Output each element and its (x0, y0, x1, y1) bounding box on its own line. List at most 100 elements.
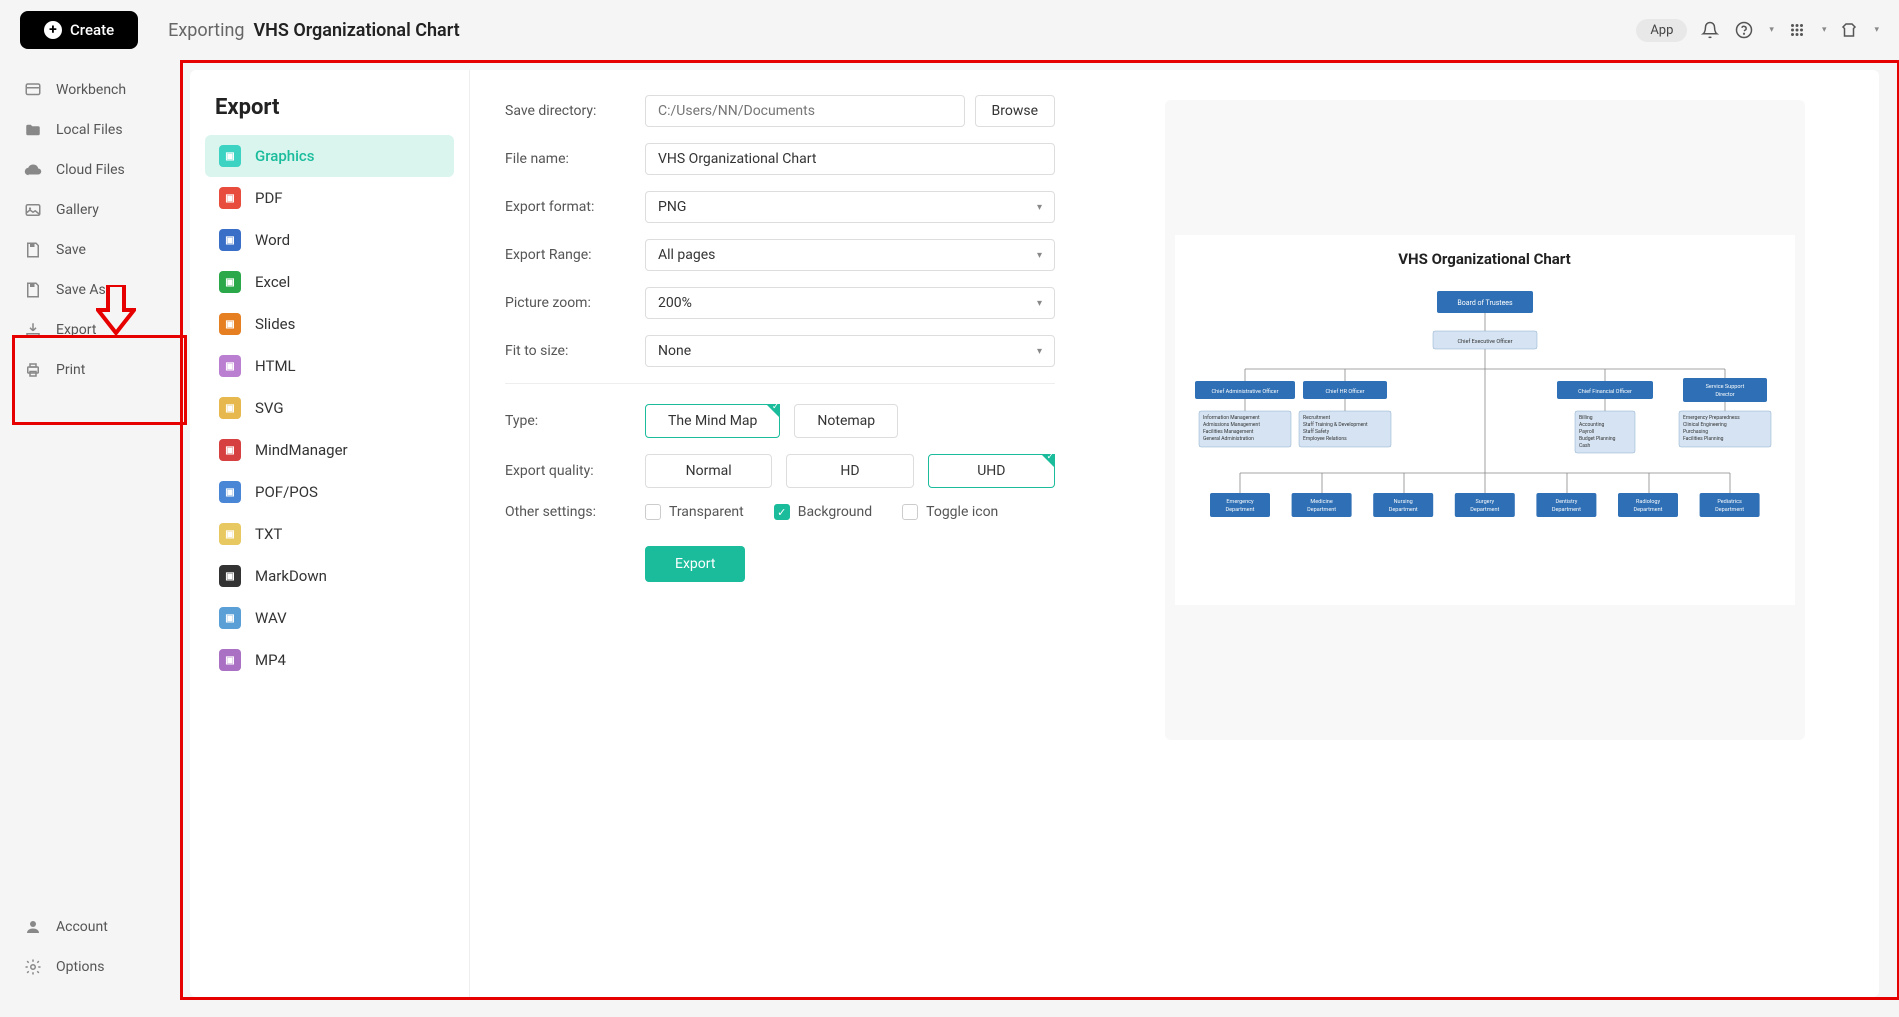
svg-text:Payroll: Payroll (1579, 429, 1594, 435)
divider (505, 383, 1055, 384)
help-icon[interactable] (1735, 20, 1755, 40)
checkbox-background[interactable]: ✓Background (774, 504, 872, 520)
sidebar-item-export[interactable]: Export (0, 310, 180, 350)
format-label: PDF (255, 189, 283, 207)
svg-text:Pediatrics: Pediatrics (1717, 499, 1742, 505)
sidebar-item-cloud-files[interactable]: Cloud Files (0, 150, 180, 190)
format-label: MindManager (255, 441, 348, 459)
checkbox-label: Background (798, 504, 872, 520)
export-format-item-html[interactable]: ▣HTML (205, 345, 454, 387)
svg-text:Department: Department (1470, 507, 1499, 513)
shirt-icon[interactable] (1840, 20, 1860, 40)
sidebar-item-options[interactable]: Options (0, 947, 180, 987)
svg-text:Director: Director (1715, 392, 1734, 398)
bell-icon[interactable] (1701, 20, 1721, 40)
apps-icon[interactable] (1788, 20, 1808, 40)
export-format-item-pdf[interactable]: ▣PDF (205, 177, 454, 219)
format-icon: ▣ (219, 145, 241, 167)
export-format-item-markdown[interactable]: ▣MarkDown (205, 555, 454, 597)
export-format-item-excel[interactable]: ▣Excel (205, 261, 454, 303)
export-format-item-pof-pos[interactable]: ▣POF/POS (205, 471, 454, 513)
save-directory-input[interactable] (645, 95, 965, 127)
fit-to-size-select[interactable]: None▾ (645, 335, 1055, 367)
sidebar-label: Account (56, 919, 108, 935)
sidebar-label: Print (56, 362, 85, 378)
sidebar-item-print[interactable]: Print (0, 350, 180, 390)
svg-text:Accounting: Accounting (1579, 422, 1604, 428)
type-option-the-mind-map[interactable]: The Mind Map (645, 404, 780, 438)
app-pill[interactable]: App (1636, 19, 1687, 42)
format-label: Word (255, 231, 290, 249)
format-label: MP4 (255, 651, 286, 669)
sidebar-icon (24, 200, 44, 220)
chevron-down-icon: ▾ (1037, 298, 1042, 309)
sidebar-label: Cloud Files (56, 162, 125, 178)
export-format-item-mp4[interactable]: ▣MP4 (205, 639, 454, 681)
format-label: Slides (255, 315, 295, 333)
export-format-item-mindmanager[interactable]: ▣ MindManager (205, 429, 454, 471)
svg-text:Dentistry: Dentistry (1555, 499, 1577, 505)
sidebar-icon (24, 240, 44, 260)
format-icon: ▣ (219, 481, 241, 503)
export-button[interactable]: Export (645, 546, 745, 582)
svg-text:Nursing: Nursing (1393, 499, 1412, 505)
svg-text:Cash: Cash (1579, 443, 1591, 449)
sidebar-item-local-files[interactable]: Local Files (0, 110, 180, 150)
svg-text:Clinical Engineering: Clinical Engineering (1683, 422, 1727, 428)
export-format-item-slides[interactable]: ▣Slides (205, 303, 454, 345)
export-format-item-graphics[interactable]: ▣Graphics (205, 135, 454, 177)
svg-text:Board of Trustees: Board of Trustees (1457, 299, 1513, 307)
chevron-down-icon: ▾ (1037, 202, 1042, 213)
checkbox-label: Transparent (669, 504, 744, 520)
save-directory-label: Save directory: (505, 103, 645, 119)
left-sidebar: WorkbenchLocal FilesCloud FilesGallerySa… (0, 60, 180, 1017)
chevron-down-icon: ▾ (1037, 250, 1042, 261)
chevron-down-icon: ▾ (1769, 25, 1774, 35)
sidebar-item-save-as[interactable]: Save As (0, 270, 180, 310)
checkbox-label: Toggle icon (926, 504, 998, 520)
checkbox-transparent[interactable]: Transparent (645, 504, 744, 520)
svg-text:Information Management: Information Management (1203, 414, 1260, 421)
export-format-item-wav[interactable]: ▣WAV (205, 597, 454, 639)
export-format-panel: Export ▣Graphics▣PDF▣Word▣Excel▣Slides▣H… (190, 70, 470, 997)
quality-option-hd[interactable]: HD (786, 454, 913, 488)
checkbox-toggle-icon[interactable]: Toggle icon (902, 504, 998, 520)
export-range-select[interactable]: All pages▾ (645, 239, 1055, 271)
format-icon: ▣ (219, 439, 241, 461)
export-format-item-txt[interactable]: ▣TXT (205, 513, 454, 555)
svg-text:Billing: Billing (1579, 415, 1593, 421)
browse-button[interactable]: Browse (975, 95, 1055, 127)
svg-text:Staff Safety: Staff Safety (1303, 428, 1330, 435)
picture-zoom-select[interactable]: 200%▾ (645, 287, 1055, 319)
format-icon: ▣ (219, 523, 241, 545)
export-format-select[interactable]: PNG▾ (645, 191, 1055, 223)
svg-text:Chief HR Officer: Chief HR Officer (1325, 388, 1364, 395)
export-format-item-word[interactable]: ▣Word (205, 219, 454, 261)
format-label: Excel (255, 273, 290, 291)
format-icon: ▣ (219, 397, 241, 419)
svg-text:Surgery: Surgery (1475, 499, 1494, 505)
chart-title: VHS Organizational Chart (1185, 250, 1785, 268)
chevron-down-icon: ▾ (1037, 346, 1042, 357)
checkbox-box (645, 504, 661, 520)
export-format-item-svg[interactable]: ▣SVG (205, 387, 454, 429)
svg-text:Chief Administrative Officer: Chief Administrative Officer (1211, 388, 1278, 395)
svg-text:Service Support: Service Support (1705, 384, 1744, 390)
format-label: HTML (255, 357, 296, 375)
file-name-input[interactable] (645, 143, 1055, 175)
quality-option-uhd[interactable]: UHD (928, 454, 1055, 488)
sidebar-item-account[interactable]: Account (0, 907, 180, 947)
sidebar-icon (24, 917, 44, 937)
sidebar-label: Export (56, 322, 96, 338)
quality-label: Export quality: (505, 463, 645, 479)
type-option-notemap[interactable]: Notemap (794, 404, 898, 438)
quality-option-normal[interactable]: Normal (645, 454, 772, 488)
sidebar-label: Options (56, 959, 104, 975)
sidebar-item-save[interactable]: Save (0, 230, 180, 270)
sidebar-item-gallery[interactable]: Gallery (0, 190, 180, 230)
create-button[interactable]: + Create (20, 11, 138, 49)
svg-text:Staff Training & Development: Staff Training & Development (1303, 421, 1368, 428)
sidebar-item-workbench[interactable]: Workbench (0, 70, 180, 110)
svg-text:Chief Executive Officer: Chief Executive Officer (1457, 338, 1512, 345)
export-format-label: Export format: (505, 199, 645, 215)
